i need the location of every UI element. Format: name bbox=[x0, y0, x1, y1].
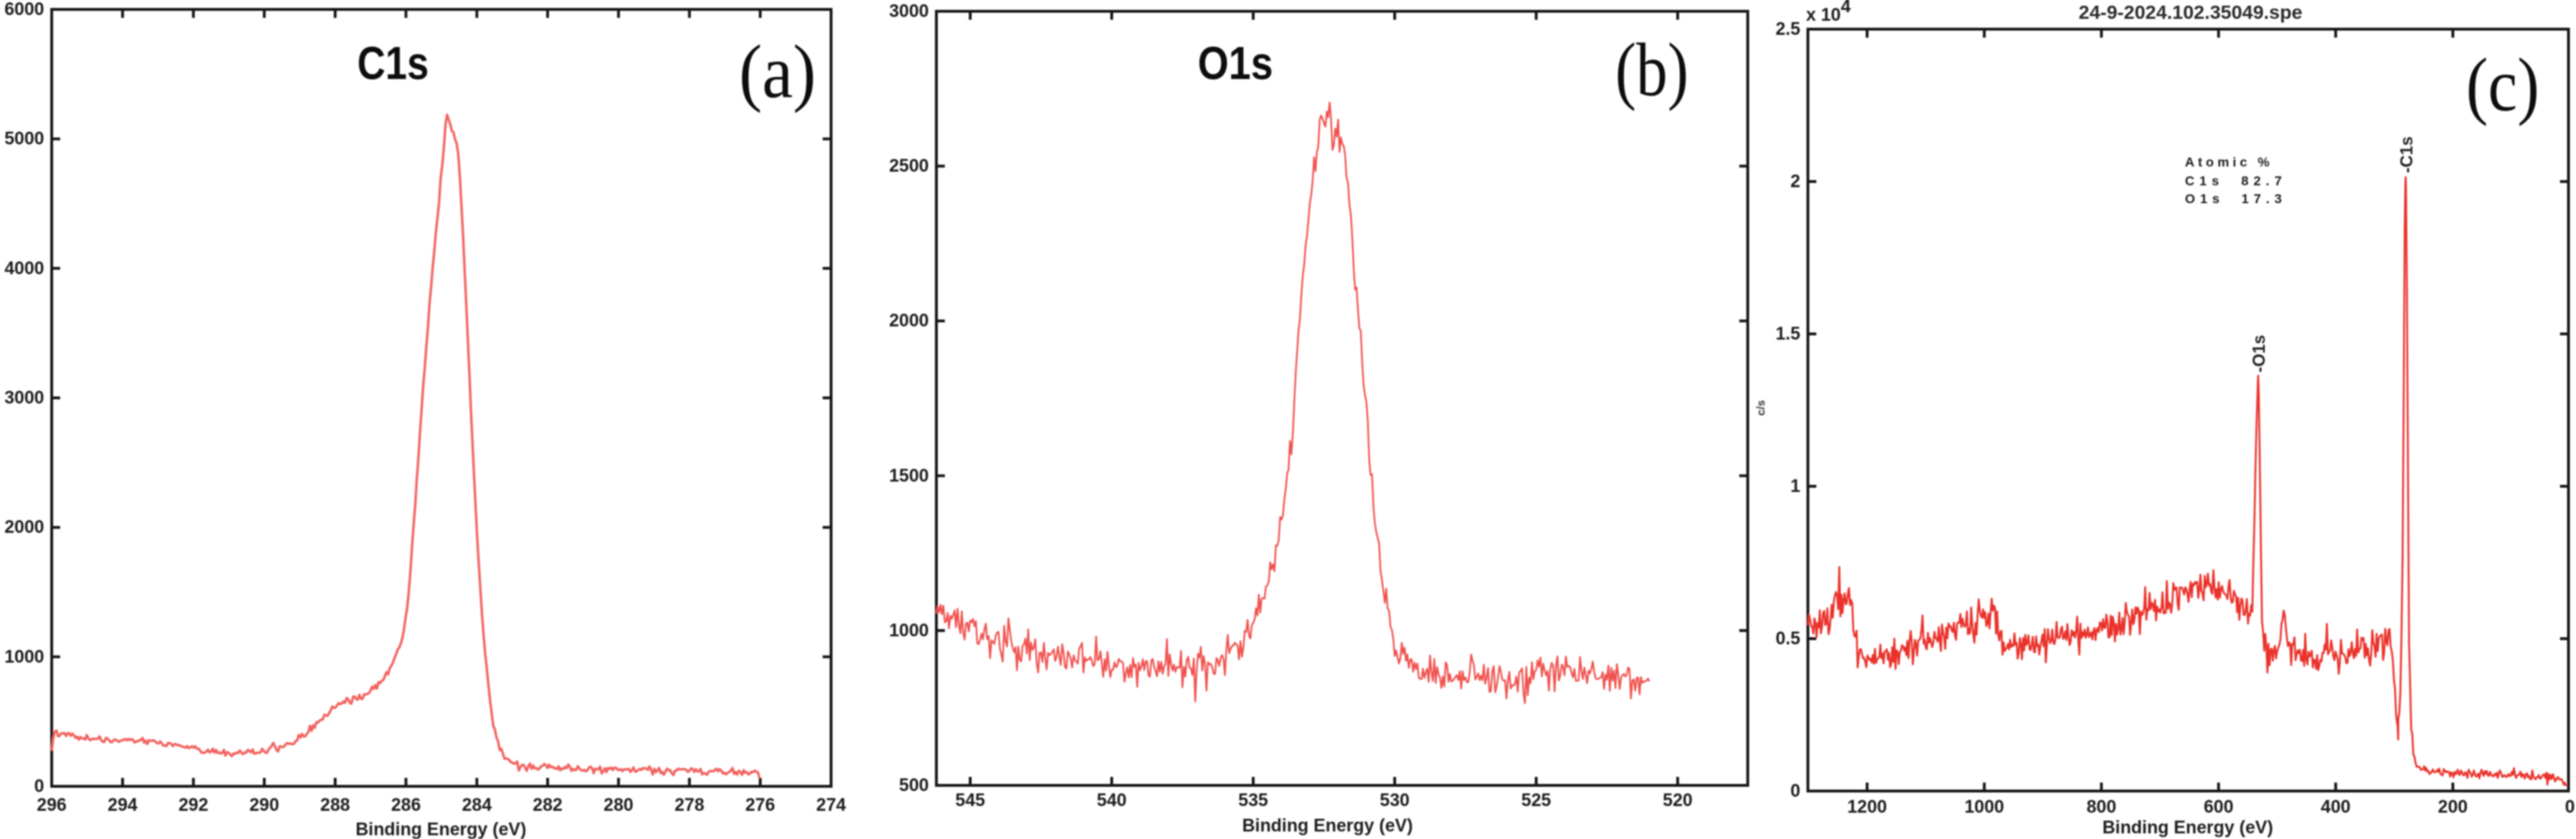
svg-text:2500: 2500 bbox=[889, 157, 929, 177]
svg-text:296: 296 bbox=[37, 796, 67, 815]
svg-text:6000: 6000 bbox=[5, 0, 44, 20]
svg-text:4: 4 bbox=[1841, 0, 1851, 17]
svg-text:1.5: 1.5 bbox=[1776, 325, 1801, 344]
svg-text:1000: 1000 bbox=[1964, 798, 2003, 817]
svg-text:545: 545 bbox=[955, 791, 985, 811]
svg-text:288: 288 bbox=[321, 796, 351, 815]
svg-text:Atomic %: Atomic % bbox=[2185, 154, 2270, 169]
svg-text:Binding Energy (eV): Binding Energy (eV) bbox=[1242, 816, 1413, 836]
svg-text:2: 2 bbox=[1790, 172, 1800, 192]
svg-text:286: 286 bbox=[391, 796, 421, 815]
svg-text:4000: 4000 bbox=[5, 259, 44, 278]
svg-text:Binding Energy (eV): Binding Energy (eV) bbox=[355, 820, 526, 839]
svg-text:2000: 2000 bbox=[889, 311, 929, 331]
svg-text:-C1s: -C1s bbox=[2397, 136, 2416, 173]
svg-text:600: 600 bbox=[2204, 798, 2234, 817]
svg-text:0: 0 bbox=[2565, 798, 2575, 817]
svg-text:C1s 82.7: C1s 82.7 bbox=[2185, 173, 2282, 188]
svg-text:2.5: 2.5 bbox=[1776, 20, 1801, 40]
svg-text:O1s 17.3: O1s 17.3 bbox=[2185, 191, 2282, 206]
svg-text:294: 294 bbox=[108, 796, 138, 815]
svg-text:284: 284 bbox=[462, 796, 492, 815]
svg-text:1500: 1500 bbox=[889, 467, 929, 486]
svg-text:3000: 3000 bbox=[5, 388, 44, 408]
svg-text:280: 280 bbox=[604, 796, 634, 815]
svg-text:O1s: O1s bbox=[1198, 39, 1273, 89]
svg-text:-O1s: -O1s bbox=[2250, 335, 2269, 372]
svg-text:400: 400 bbox=[2321, 798, 2351, 817]
svg-text:3000: 3000 bbox=[889, 2, 929, 22]
svg-text:274: 274 bbox=[816, 796, 846, 815]
svg-text:540: 540 bbox=[1097, 791, 1127, 811]
svg-text:0.5: 0.5 bbox=[1776, 629, 1801, 649]
svg-text:5000: 5000 bbox=[5, 130, 44, 150]
svg-text:1: 1 bbox=[1790, 477, 1800, 497]
svg-text:278: 278 bbox=[674, 796, 704, 815]
svg-text:282: 282 bbox=[533, 796, 563, 815]
svg-text:(b): (b) bbox=[1615, 29, 1689, 112]
svg-text:1200: 1200 bbox=[1847, 798, 1887, 817]
svg-text:290: 290 bbox=[249, 796, 279, 815]
svg-text:535: 535 bbox=[1238, 791, 1268, 811]
svg-text:800: 800 bbox=[2086, 798, 2116, 817]
svg-text:Binding Energy (eV): Binding Energy (eV) bbox=[2102, 818, 2273, 838]
svg-text:525: 525 bbox=[1521, 791, 1551, 811]
svg-text:0: 0 bbox=[34, 777, 44, 797]
svg-text:24-9-2024.102.35049.spe: 24-9-2024.102.35049.spe bbox=[2079, 3, 2302, 24]
svg-text:x 10: x 10 bbox=[1806, 6, 1841, 25]
svg-text:2000: 2000 bbox=[5, 518, 44, 538]
svg-text:1000: 1000 bbox=[889, 621, 929, 641]
svg-text:500: 500 bbox=[899, 776, 929, 796]
svg-text:(c): (c) bbox=[2466, 44, 2539, 127]
svg-text:1000: 1000 bbox=[5, 647, 44, 667]
svg-text:C1s: C1s bbox=[357, 39, 429, 89]
svg-text:276: 276 bbox=[746, 796, 776, 815]
svg-text:530: 530 bbox=[1380, 791, 1410, 811]
svg-text:(a): (a) bbox=[739, 31, 816, 114]
svg-text:0: 0 bbox=[1790, 782, 1800, 801]
svg-text:200: 200 bbox=[2438, 798, 2468, 817]
svg-text:520: 520 bbox=[1663, 791, 1693, 811]
svg-text:292: 292 bbox=[179, 796, 209, 815]
svg-text:c/s: c/s bbox=[1754, 400, 1767, 416]
